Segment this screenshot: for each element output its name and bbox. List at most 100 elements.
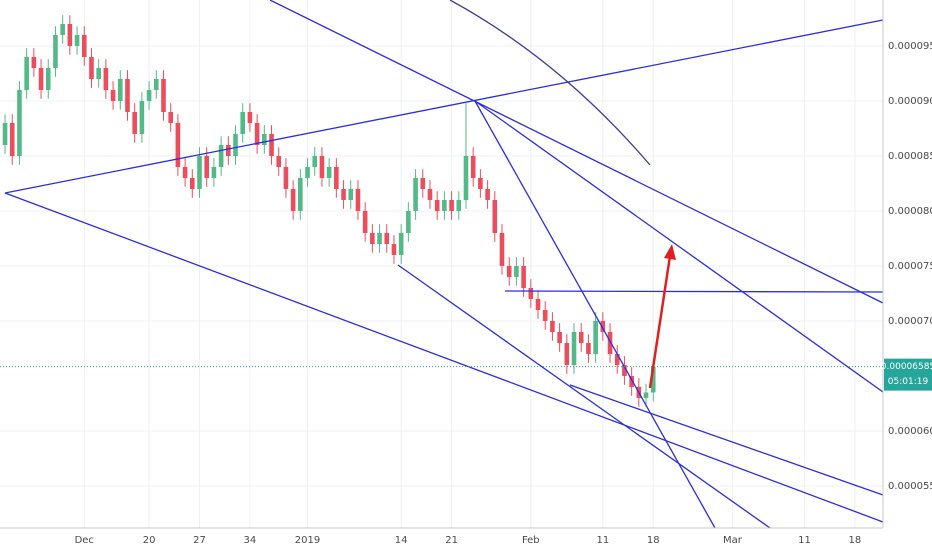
candle-body bbox=[226, 144, 231, 156]
y-tick-label: 0.00006000 bbox=[888, 426, 932, 437]
x-tick-label: 21 bbox=[445, 535, 458, 546]
trend-line bbox=[504, 290, 884, 293]
candle-body bbox=[420, 177, 426, 189]
candle-body bbox=[17, 89, 22, 156]
candle-body bbox=[362, 210, 368, 233]
candle-body bbox=[190, 177, 195, 189]
candle-body bbox=[153, 78, 159, 90]
candle-body bbox=[298, 177, 303, 211]
candle-body bbox=[348, 188, 354, 200]
candle-body bbox=[262, 133, 267, 145]
candle-body bbox=[161, 78, 166, 112]
candle-body bbox=[643, 392, 649, 398]
candle-body bbox=[9, 122, 15, 156]
candle-body bbox=[96, 67, 101, 79]
y-tick-label: 0.00005500 bbox=[888, 481, 932, 492]
candle-body bbox=[45, 67, 51, 90]
candle-body bbox=[629, 375, 634, 387]
candles bbox=[2, 15, 656, 407]
candle-body bbox=[355, 188, 361, 211]
trend-curve bbox=[449, 0, 651, 166]
candle-body bbox=[110, 89, 116, 101]
candle-body bbox=[614, 353, 620, 365]
y-tick-label: 0.00007000 bbox=[888, 316, 932, 327]
candle-body bbox=[485, 188, 490, 200]
candle-body bbox=[319, 155, 325, 178]
candle-body bbox=[240, 111, 246, 134]
candle-body bbox=[341, 188, 346, 200]
candle-body bbox=[492, 199, 498, 233]
candle-body bbox=[478, 177, 483, 189]
x-tick-label: 20 bbox=[143, 535, 156, 546]
x-tick-label: 34 bbox=[244, 535, 257, 546]
candle-body bbox=[650, 366, 656, 393]
candle-body bbox=[571, 331, 577, 365]
candle-body bbox=[334, 166, 339, 189]
x-tick-label: Feb bbox=[522, 535, 540, 546]
candle-body bbox=[542, 309, 548, 321]
trend-line bbox=[269, 0, 884, 304]
candle-body bbox=[81, 34, 87, 57]
candle-body bbox=[564, 342, 570, 365]
candle-body bbox=[175, 122, 181, 167]
candle-body bbox=[218, 144, 224, 167]
candle-body bbox=[24, 56, 29, 90]
candle-body bbox=[233, 133, 238, 156]
drawings bbox=[4, 0, 884, 529]
candle-body bbox=[470, 155, 476, 178]
candle-body bbox=[607, 331, 613, 354]
candle-body bbox=[38, 67, 44, 90]
arrow-head bbox=[664, 244, 676, 260]
candle-body bbox=[499, 232, 505, 266]
candle-body bbox=[197, 155, 202, 189]
candle-body bbox=[391, 243, 397, 255]
candle-body bbox=[413, 177, 418, 211]
x-tick-label: Dec bbox=[75, 535, 94, 546]
y-tick-label: 0.00009000 bbox=[888, 96, 932, 107]
candle-body bbox=[269, 133, 274, 156]
candle-body bbox=[31, 56, 37, 68]
candle-body bbox=[593, 320, 598, 354]
candle-body bbox=[600, 320, 606, 332]
candle-body bbox=[139, 100, 145, 134]
candle-body bbox=[384, 232, 390, 244]
y-tick-label: 0.00007500 bbox=[888, 261, 932, 272]
candle-body bbox=[204, 155, 210, 178]
trend-line bbox=[397, 264, 771, 529]
candle-body bbox=[528, 287, 534, 299]
candle-body bbox=[557, 331, 562, 343]
candle-body bbox=[377, 232, 382, 244]
candle-body bbox=[182, 166, 188, 178]
y-tick-label: 0.00008500 bbox=[888, 151, 932, 162]
x-tick-label: 11 bbox=[798, 535, 811, 546]
candle-body bbox=[463, 155, 469, 200]
candle-body bbox=[276, 155, 282, 167]
candle-body bbox=[305, 166, 310, 178]
candle-body bbox=[326, 166, 332, 178]
candle-body bbox=[406, 210, 411, 233]
x-tick-label: 14 bbox=[395, 535, 408, 546]
candle-body bbox=[578, 331, 584, 343]
candle-body bbox=[103, 67, 109, 90]
candle-body bbox=[60, 23, 65, 35]
candle-body bbox=[506, 265, 512, 277]
countdown: 05:01:19 bbox=[888, 377, 929, 387]
candle-body bbox=[67, 23, 73, 46]
candle-body bbox=[146, 89, 152, 101]
candle-body bbox=[449, 199, 454, 211]
price-box-bg bbox=[884, 358, 932, 391]
trend-line bbox=[4, 19, 884, 194]
arrow bbox=[648, 255, 672, 389]
candle-body bbox=[2, 122, 8, 145]
x-tick-label: Mar bbox=[723, 535, 743, 546]
candle-body bbox=[211, 166, 217, 178]
candle-body bbox=[514, 265, 519, 277]
grid bbox=[0, 0, 883, 528]
trend-line bbox=[569, 384, 884, 496]
candle-body bbox=[74, 34, 80, 46]
candle-body bbox=[398, 232, 404, 255]
price-box: 0.00006585 05:01:19 bbox=[881, 358, 932, 391]
x-tick-label: 27 bbox=[193, 535, 206, 546]
candle-body bbox=[442, 199, 447, 211]
